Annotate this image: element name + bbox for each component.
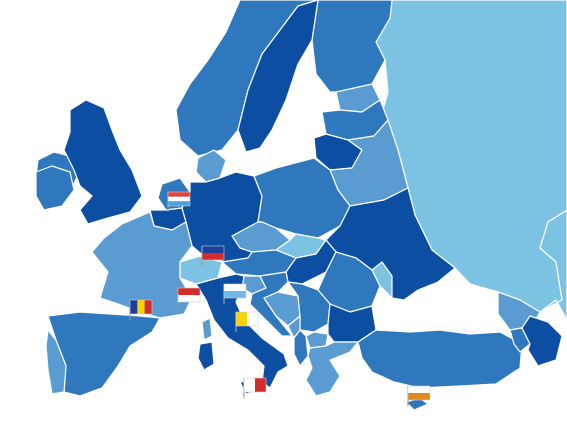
- region-united-kingdom[interactable]: [63, 99, 143, 225]
- malta-flag-stripe: [244, 378, 255, 392]
- luxembourg-flag-stripe: [168, 192, 190, 197]
- monaco-flag[interactable]: [177, 287, 201, 308]
- malta-flag-border: [243, 377, 267, 393]
- region-france[interactable]: [91, 211, 193, 319]
- region-corsica[interactable]: [201, 317, 213, 341]
- liechtenstein-flag-stripe: [202, 253, 224, 260]
- region-switzerland[interactable]: [179, 255, 223, 285]
- luxembourg-flag[interactable]: [167, 191, 191, 212]
- luxembourg-flag-stripe: [168, 196, 190, 202]
- monaco-flag-stripe: [178, 295, 200, 302]
- vatican-flag[interactable]: [235, 311, 259, 332]
- andorra-flag-stripe: [144, 300, 152, 314]
- cyprus-flag[interactable]: [407, 385, 431, 406]
- luxembourg-flag-border: [167, 191, 191, 207]
- malta-flag-stripe: [255, 378, 266, 392]
- vatican-flag-stripe: [236, 312, 247, 326]
- andorra-flag[interactable]: [129, 299, 153, 320]
- monaco-flag-stripe: [178, 288, 200, 295]
- region-turkey[interactable]: [357, 329, 523, 389]
- region-greece[interactable]: [305, 341, 359, 397]
- san-marino-flag[interactable]: [223, 283, 247, 304]
- cyprus-flag-stripe: [408, 386, 430, 393]
- countries-layer: [35, 0, 567, 411]
- cyprus-flag-stripe: [408, 393, 430, 400]
- region-sardinia[interactable]: [197, 341, 215, 371]
- andorra-flag-stripe: [137, 300, 145, 314]
- san-marino-flag-stripe: [224, 291, 246, 298]
- region-italy[interactable]: [195, 273, 289, 389]
- luxembourg-flag-stripe: [168, 201, 190, 206]
- region-serbia[interactable]: [287, 281, 331, 333]
- microstate-markers: [129, 191, 431, 406]
- andorra-flag-border: [129, 299, 153, 315]
- region-portugal[interactable]: [45, 329, 67, 395]
- region-ireland[interactable]: [35, 165, 75, 211]
- malta-flag[interactable]: [243, 377, 267, 398]
- monaco-flag-border: [177, 287, 201, 303]
- san-marino-flag-border: [223, 283, 247, 299]
- san-marino-flag-stripe: [224, 284, 246, 291]
- liechtenstein-flag-stripe: [202, 246, 224, 253]
- liechtenstein-flag-border: [201, 245, 225, 261]
- vatican-flag-border: [235, 311, 259, 327]
- vatican-flag-stripe: [247, 312, 258, 326]
- region-sweden[interactable]: [237, 0, 319, 153]
- region-moldova[interactable]: [371, 261, 393, 299]
- region-north-macedonia[interactable]: [305, 331, 329, 349]
- cyprus-flag-border: [407, 385, 431, 401]
- andorra-flag-stripe: [130, 300, 138, 314]
- liechtenstein-flag[interactable]: [201, 245, 225, 266]
- region-azerbaijan[interactable]: [521, 315, 563, 367]
